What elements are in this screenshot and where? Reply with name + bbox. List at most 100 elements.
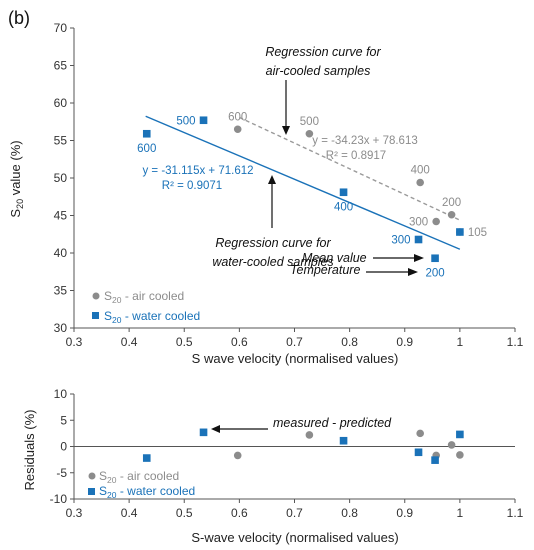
- top-air-point: [432, 217, 440, 226]
- top-y-tick-label: 60: [54, 96, 68, 110]
- water-fit-line: [145, 115, 461, 250]
- point-label-water: 600: [137, 143, 156, 155]
- point-label-water: 400: [334, 201, 353, 213]
- point-label-air: 200: [442, 197, 461, 209]
- top-x-tick-label: 0.6: [231, 335, 248, 349]
- bottom-chart-axes: 0.3 0.4 0.5 0.6 0.7 0.8 0.9 1 1.1 -10 -5 0 5 10: [50, 387, 524, 520]
- bottom-air-point: [416, 429, 424, 438]
- bottom-legend-air-label: S20 - air cooled: [99, 469, 179, 485]
- point-label-air: 500: [300, 116, 319, 128]
- top-x-tick-label: 0.5: [176, 335, 193, 349]
- point-label-air: 600: [228, 111, 247, 123]
- top-y-tick-label: 45: [54, 209, 68, 223]
- bottom-x-tick-label: 0.5: [176, 506, 193, 520]
- top-x-tick-label: 0.7: [286, 335, 303, 349]
- top-x-tick-label: 0.9: [396, 335, 413, 349]
- temperature-arrowhead: [408, 268, 418, 276]
- top-x-tick-label: 0.4: [121, 335, 138, 349]
- point-label-water: 300: [391, 235, 410, 247]
- mean-value-annotation: Mean value Temperature: [290, 251, 424, 277]
- bottom-legend-water-marker: [88, 488, 95, 495]
- top-y-tick-label: 65: [54, 59, 68, 73]
- water-curve-annotation: Regression curve for water-cooled sample…: [212, 175, 334, 269]
- bottom-legend-water-label: S20 - water cooled: [99, 484, 195, 500]
- top-water-point: [456, 228, 464, 236]
- bottom-x-tick-label: 1: [457, 506, 464, 520]
- bottom-x-tick-label: 0.4: [121, 506, 138, 520]
- top-air-point: [305, 129, 314, 138]
- top-legend: S20 - air cooled S20 - water cooled: [92, 289, 200, 325]
- top-y-tick-label: 55: [54, 134, 68, 148]
- water-curve-annotation-line2: water-cooled samples: [212, 255, 333, 269]
- measured-predicted-annotation: measured - predicted: [211, 416, 392, 433]
- top-y-tick-label: 70: [54, 21, 68, 35]
- top-water-point: [431, 254, 439, 263]
- top-y-axis-label: S20 value (%): [8, 140, 25, 217]
- top-water-point: [142, 129, 151, 138]
- top-data-points: [142, 116, 464, 263]
- bottom-y-tick-label: 0: [60, 440, 67, 454]
- bottom-x-tick-label: 0.9: [396, 506, 413, 520]
- top-y-tick-label: 40: [54, 246, 68, 260]
- top-y-tick-label: 30: [54, 321, 68, 335]
- air-curve-annotation-line1: Regression curve for: [265, 45, 381, 59]
- bottom-x-tick-label: 0.3: [66, 506, 83, 520]
- bottom-water-point: [142, 454, 151, 462]
- measured-predicted-arrowhead: [211, 425, 220, 433]
- bottom-x-tick-label: 0.7: [286, 506, 303, 520]
- point-label-water: 500: [176, 115, 195, 127]
- air-curve-arrowhead: [282, 126, 290, 135]
- top-point-labels: 600 500 400 300 200 105 600 500 400 300 200: [137, 111, 487, 279]
- top-water-point: [199, 116, 208, 125]
- top-air-point: [447, 210, 456, 219]
- bottom-x-tick-label: 0.8: [341, 506, 358, 520]
- bottom-water-point: [431, 456, 439, 464]
- water-curve-arrowhead: [268, 175, 276, 184]
- air-fit-equation: y = -34.23x + 78.613: [312, 135, 418, 147]
- top-chart-axes: 0.3 0.4 0.5 0.6 0.7 0.8 0.9 1 1.1 30 35 40 45 50 55 60 6…: [54, 21, 524, 349]
- panel-label: (b): [8, 8, 30, 28]
- bottom-air-point: [305, 431, 314, 439]
- measured-predicted-label: measured - predicted: [273, 416, 392, 430]
- air-curve-annotation: Regression curve for air-cooled samples: [265, 45, 381, 135]
- mean-value-label: Mean value: [302, 251, 367, 265]
- air-fit-line: [239, 116, 461, 221]
- top-air-point: [416, 178, 424, 187]
- point-label-water: 200: [425, 267, 444, 279]
- top-air-point: [233, 125, 242, 134]
- bottom-water-point: [339, 436, 348, 445]
- bottom-y-tick-label: 5: [60, 413, 67, 427]
- top-x-tick-label: 1: [457, 335, 464, 349]
- point-label-air: 400: [411, 165, 430, 177]
- temperature-label: Temperature: [290, 263, 360, 277]
- top-x-tick-label: 0.8: [341, 335, 358, 349]
- top-y-tick-label: 50: [54, 171, 68, 185]
- top-fit-lines: [145, 115, 461, 250]
- top-y-tick-label: 35: [54, 284, 68, 298]
- bottom-water-point: [456, 430, 464, 439]
- top-water-point: [414, 235, 423, 244]
- top-legend-water-label: S20 - water cooled: [104, 309, 200, 325]
- bottom-air-point: [456, 451, 464, 459]
- water-fit-equation: y = -31.115x + 71.612: [142, 165, 253, 177]
- top-x-axis-label: S wave velocity (normalised values): [192, 351, 399, 366]
- bottom-legend-air-marker: [88, 472, 96, 480]
- bottom-water-point: [414, 448, 423, 457]
- mean-value-arrowhead: [414, 254, 424, 262]
- top-x-tick-label: 0.3: [66, 335, 83, 349]
- top-legend-air-marker: [92, 292, 100, 300]
- bottom-y-axis-label: Residuals (%): [22, 410, 37, 491]
- water-curve-annotation-line1: Regression curve for: [215, 236, 331, 250]
- bottom-water-point: [199, 428, 208, 437]
- point-label-air: 105: [468, 227, 487, 239]
- bottom-y-tick-label: -5: [56, 466, 67, 480]
- top-water-point: [339, 188, 348, 197]
- bottom-legend: S20 - air cooled S20 - water cooled: [88, 469, 195, 500]
- bottom-y-tick-label: -10: [50, 492, 68, 506]
- point-label-air: 300: [409, 217, 428, 229]
- bottom-x-tick-label: 1.1: [507, 506, 524, 520]
- water-fit-r2: R² = 0.9071: [162, 180, 222, 192]
- top-legend-water-marker: [92, 312, 99, 319]
- bottom-air-point: [233, 451, 242, 460]
